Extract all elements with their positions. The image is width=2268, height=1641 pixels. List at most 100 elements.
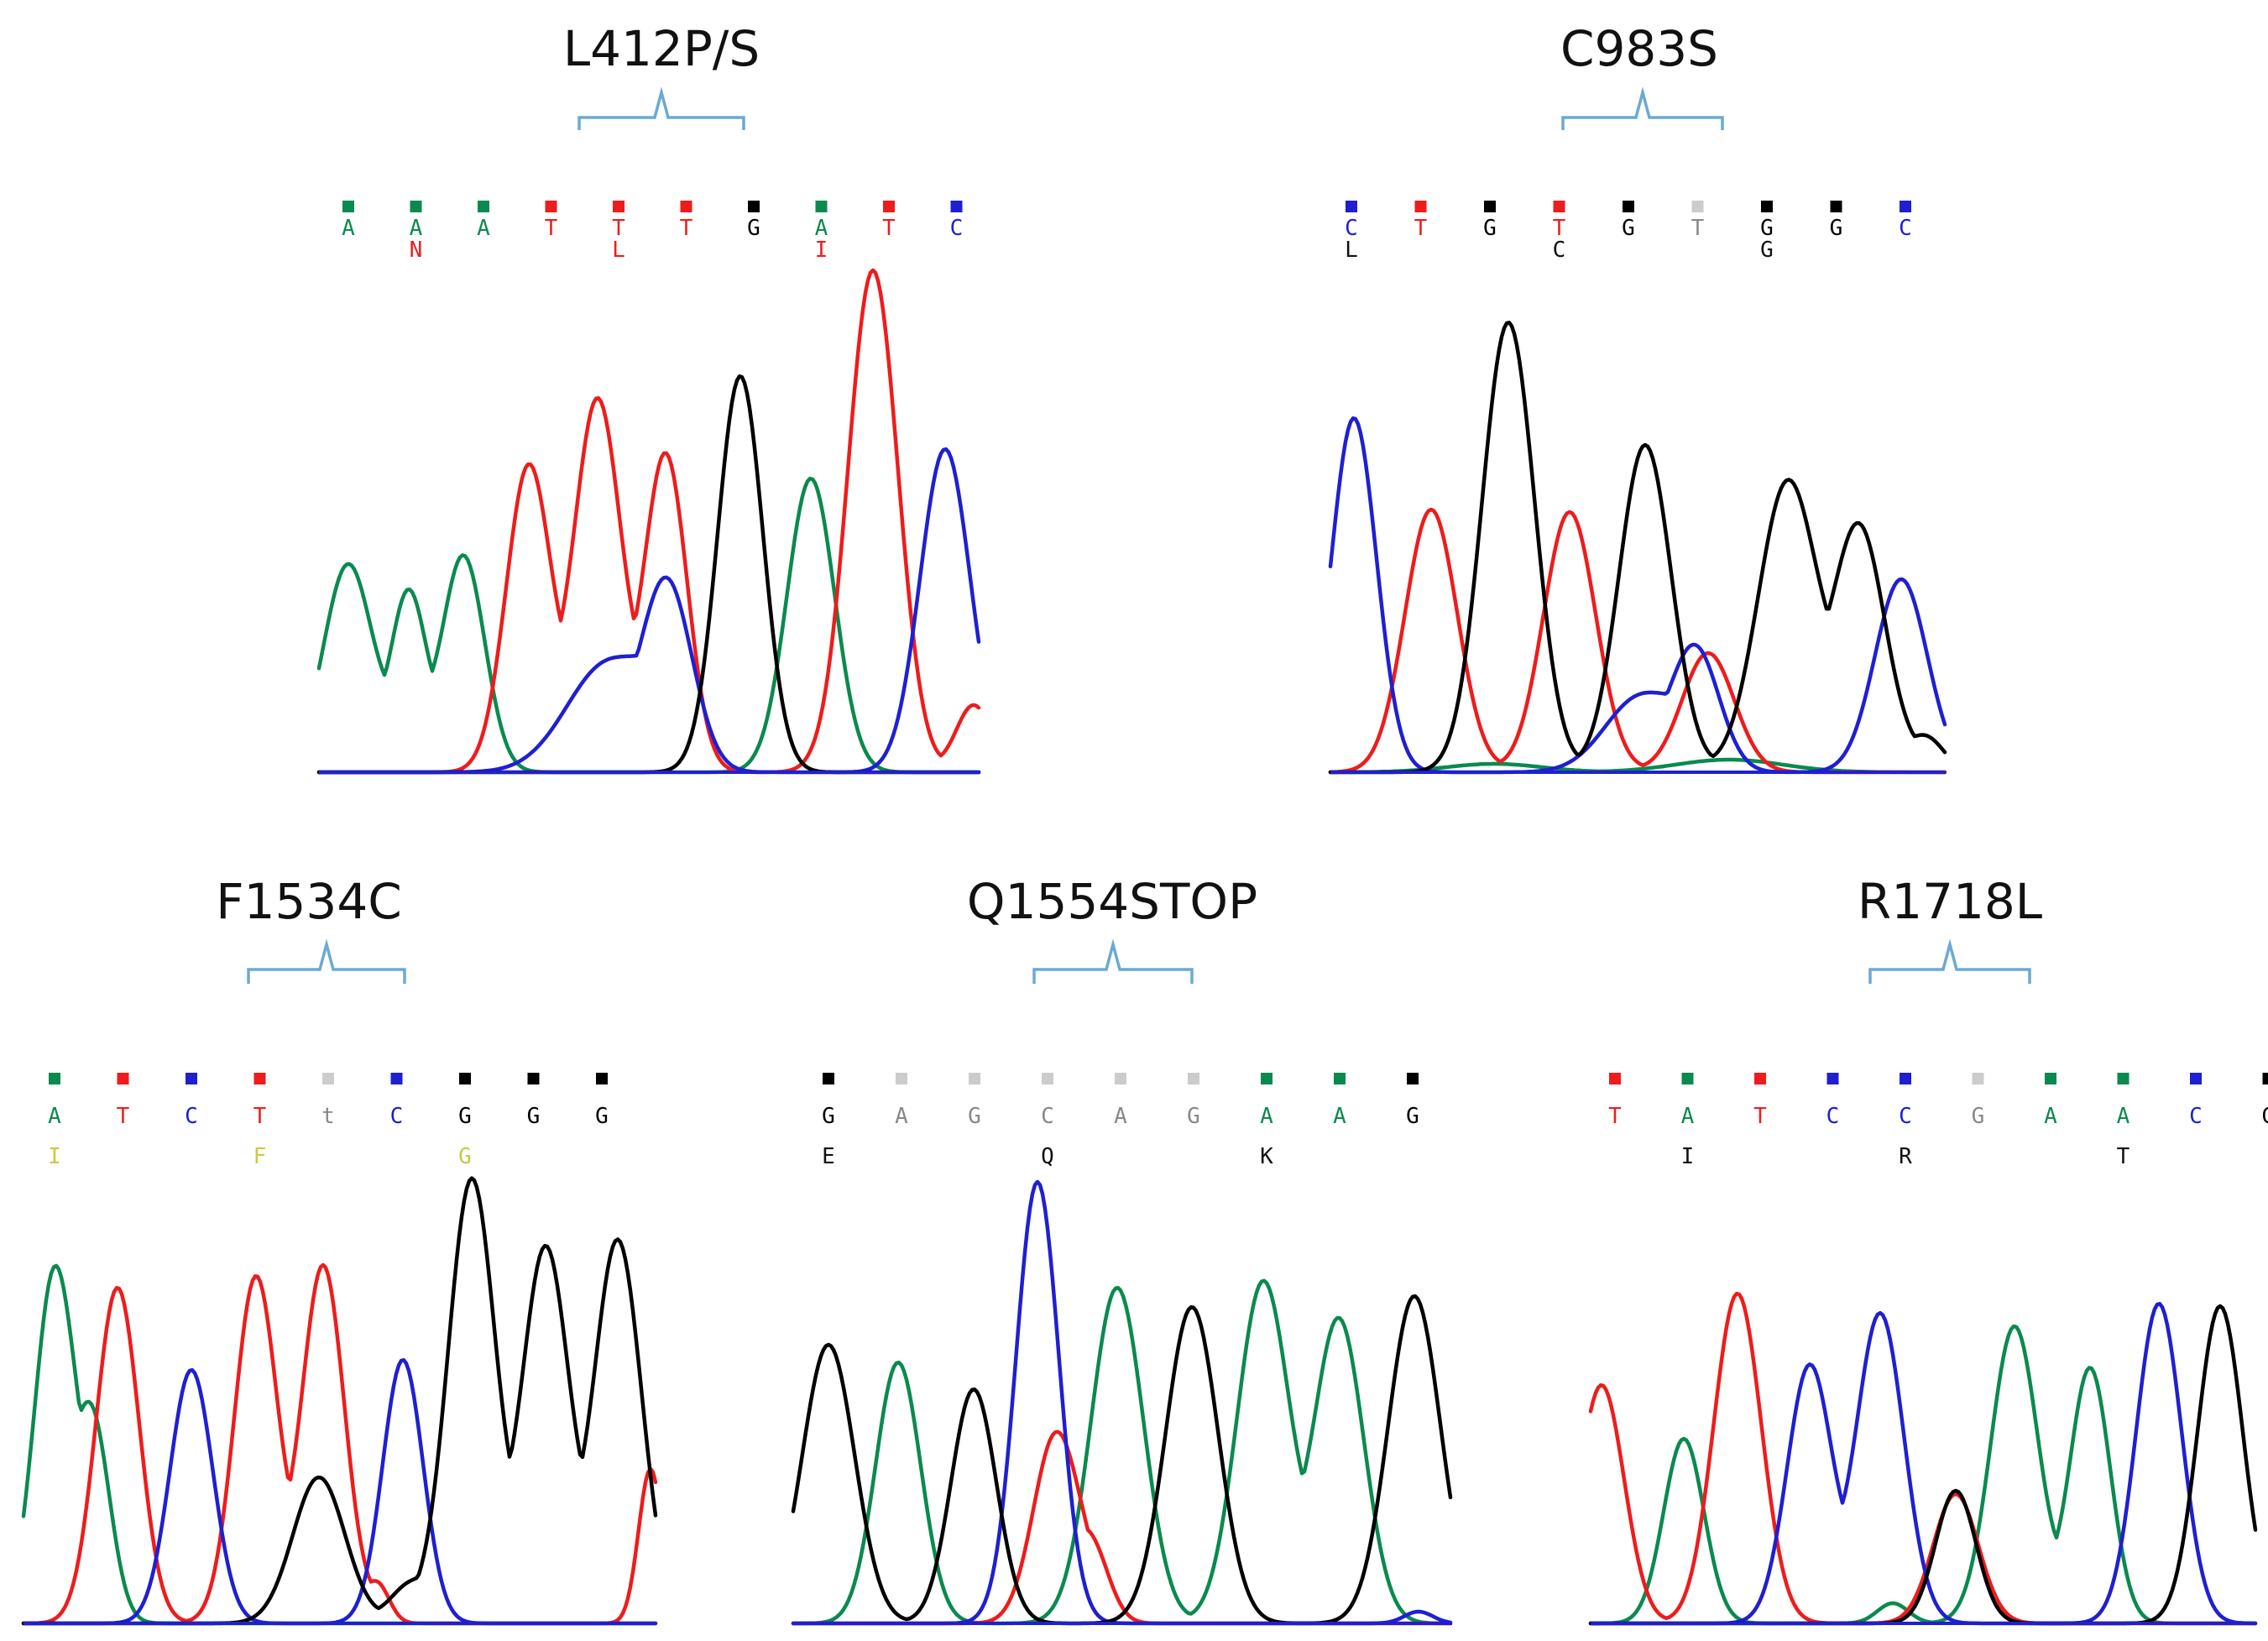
- quality-square: [596, 1073, 608, 1084]
- quality-square: [1754, 1073, 1766, 1084]
- amino-acid-label: N: [410, 238, 423, 263]
- base-call: G: [747, 216, 760, 241]
- base-call: G: [458, 1104, 472, 1129]
- mutation-title: Q1554STOP: [967, 873, 1257, 930]
- amino-acid-label: G: [458, 1144, 472, 1169]
- trace-t: [1588, 1291, 2258, 1626]
- base-call: T: [1691, 216, 1705, 241]
- base-call: G: [1187, 1104, 1200, 1129]
- base-call: G: [595, 1104, 609, 1129]
- base-call: C: [1345, 216, 1358, 241]
- base-call: C: [1899, 1104, 1912, 1129]
- quality-square: [1042, 1073, 1053, 1084]
- quality-square: [823, 1073, 834, 1084]
- quality-square: [390, 1073, 403, 1084]
- mutation-title: R1718L: [1858, 873, 2042, 930]
- codon-bracket: [247, 938, 406, 984]
- base-call: G: [527, 1104, 541, 1129]
- trace-g: [1328, 321, 1947, 775]
- amino-acid-label: K: [1260, 1144, 1273, 1169]
- quality-square: [459, 1073, 471, 1084]
- quality-square: [1900, 1073, 1911, 1084]
- trace-t: [791, 1429, 1453, 1626]
- base-call: T: [882, 216, 896, 241]
- quality-square: [969, 1073, 980, 1084]
- quality-square: [2117, 1073, 2130, 1084]
- base-call: A: [2044, 1104, 2057, 1129]
- base-call: T: [545, 216, 558, 241]
- base-call: C: [950, 216, 964, 241]
- amino-acid-label: I: [815, 238, 828, 263]
- codon-bracket: [1032, 938, 1194, 984]
- amino-acid-label: C: [1553, 238, 1566, 263]
- quality-square: [1830, 201, 1842, 212]
- quality-square: [950, 201, 963, 212]
- quality-square: [1691, 201, 1704, 212]
- base-call: G: [1622, 216, 1635, 241]
- amino-acid-label: L: [1345, 238, 1358, 263]
- quality-square: [1188, 1073, 1199, 1084]
- base-call: T: [680, 216, 693, 241]
- base-call: T: [253, 1104, 267, 1129]
- base-call: A: [1681, 1104, 1695, 1129]
- base-call: G: [1760, 216, 1774, 241]
- quality-square: [1115, 1073, 1126, 1084]
- amino-acid-label: F: [253, 1144, 267, 1169]
- amino-acid-label: G: [1760, 238, 1774, 263]
- base-call: C: [1826, 1104, 1840, 1129]
- quality-square: [1414, 201, 1427, 212]
- quality-square: [1761, 201, 1773, 212]
- base-call: T: [117, 1104, 130, 1129]
- amino-acid-label: Q: [1041, 1144, 1054, 1169]
- base-call: G: [1483, 216, 1497, 241]
- quality-square: [2045, 1073, 2056, 1084]
- trace-a: [1588, 1324, 2258, 1626]
- amino-acid-label: I: [1681, 1144, 1695, 1169]
- trace-c: [21, 1358, 658, 1626]
- quality-square: [815, 201, 828, 212]
- base-call: t: [321, 1104, 335, 1129]
- base-call: G: [1972, 1104, 1985, 1129]
- base-call: A: [2117, 1104, 2130, 1129]
- quality-square: [1553, 201, 1565, 212]
- quality-square: [1623, 201, 1634, 212]
- trace-c: [791, 1179, 1453, 1626]
- base-call: A: [410, 216, 423, 241]
- base-call: A: [1260, 1104, 1273, 1129]
- quality-square: [478, 201, 489, 212]
- base-call: C: [2189, 1104, 2203, 1129]
- quality-square: [410, 201, 422, 212]
- quality-square: [1346, 201, 1357, 212]
- quality-square: [527, 1073, 540, 1084]
- base-call: A: [477, 216, 490, 241]
- base-call: A: [895, 1104, 908, 1129]
- base-call: A: [48, 1104, 61, 1129]
- quality-square: [896, 1073, 907, 1084]
- panel-r1718l: R1718LTAITCCRGAATCG: [1588, 873, 2268, 1626]
- quality-square: [2190, 1073, 2202, 1084]
- quality-square: [1681, 1073, 1694, 1084]
- quality-square: [680, 201, 692, 212]
- trace-a: [791, 1278, 1453, 1626]
- quality-square: [1826, 1073, 1839, 1084]
- mutation-title: C983S: [1560, 20, 1718, 77]
- quality-square: [253, 1073, 266, 1084]
- base-call: A: [342, 216, 355, 241]
- base-call: T: [1414, 216, 1428, 241]
- base-call: A: [1114, 1104, 1127, 1129]
- base-call: T: [1553, 216, 1566, 241]
- base-call: C: [1041, 1104, 1054, 1129]
- quality-square: [1484, 201, 1496, 212]
- quality-square: [322, 1073, 334, 1084]
- trace-t: [316, 268, 981, 775]
- quality-square: [342, 201, 354, 212]
- base-call: G: [2262, 1104, 2268, 1129]
- mutation-title: F1534C: [216, 873, 401, 930]
- base-call: G: [1830, 216, 1843, 241]
- base-call: T: [1753, 1104, 1767, 1129]
- base-call: C: [390, 1104, 404, 1129]
- quality-square: [1407, 1073, 1419, 1084]
